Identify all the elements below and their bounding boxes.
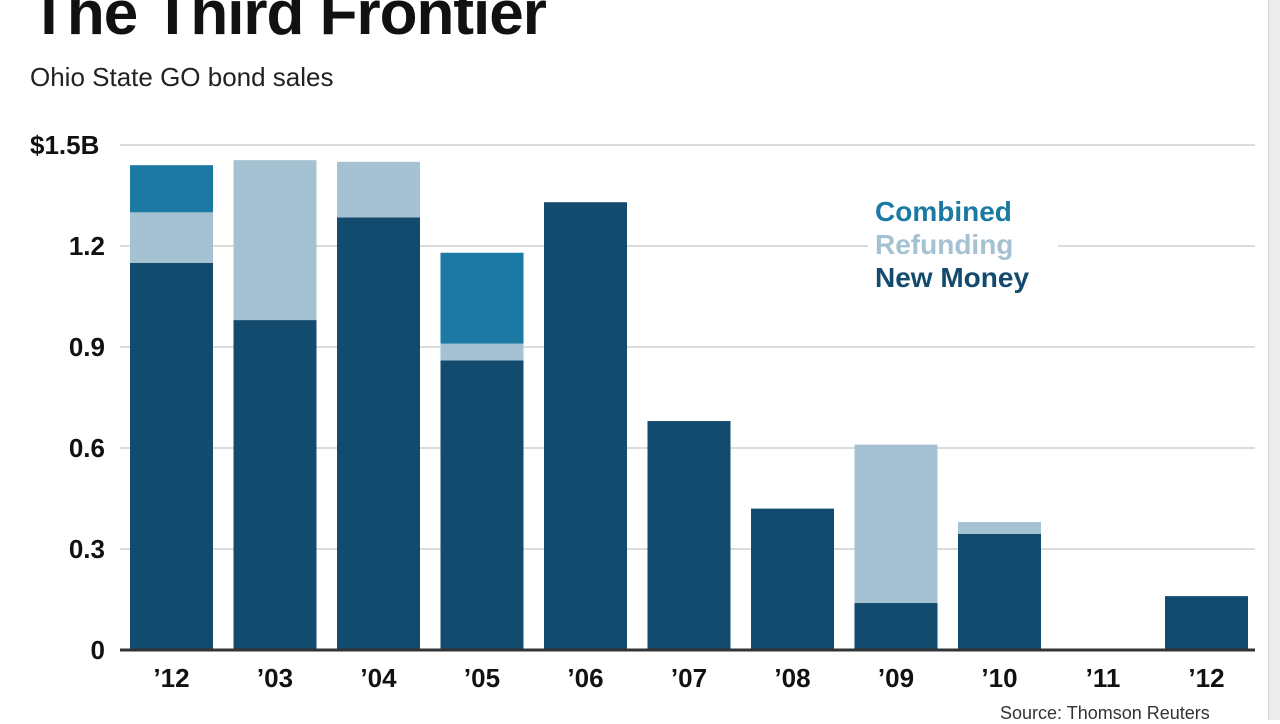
bar-new-money bbox=[854, 602, 938, 650]
y-tick-label: 0 bbox=[91, 635, 105, 665]
right-border bbox=[1268, 0, 1280, 720]
x-tick-label: ’05 bbox=[464, 663, 500, 693]
x-tick-label: ’07 bbox=[671, 663, 707, 693]
bar-new-money bbox=[233, 320, 317, 650]
bar-new-money bbox=[647, 421, 731, 650]
x-tick-label: ’12 bbox=[1188, 663, 1224, 693]
legend-entry-new-money: New Money bbox=[875, 262, 1029, 293]
y-tick-label: 0.6 bbox=[69, 433, 105, 463]
x-tick-label: ’11 bbox=[1086, 663, 1121, 693]
bar-new-money bbox=[337, 217, 420, 650]
y-tick-label: 0.3 bbox=[69, 534, 105, 564]
bar-combined bbox=[130, 165, 213, 213]
bar-new-money bbox=[751, 508, 834, 650]
source-note: Source: Thomson Reuters bbox=[1000, 703, 1210, 723]
bar-refunding bbox=[337, 161, 420, 218]
x-tick-label: ’03 bbox=[257, 663, 293, 693]
x-tick-label: ’09 bbox=[878, 663, 914, 693]
bar-refunding bbox=[854, 444, 938, 603]
legend-entry-refunding: Refunding bbox=[875, 229, 1013, 260]
x-tick-label: ’04 bbox=[360, 663, 397, 693]
bar-refunding bbox=[440, 343, 524, 361]
chart-subtitle: Ohio State GO bond sales bbox=[30, 62, 334, 92]
legend-background bbox=[868, 190, 1058, 300]
x-tick-label: ’08 bbox=[774, 663, 810, 693]
legend-entry-combined: Combined bbox=[875, 196, 1012, 227]
bar-new-money bbox=[1165, 596, 1248, 650]
bar-refunding bbox=[958, 522, 1041, 534]
x-tick-label: ’12 bbox=[153, 663, 189, 693]
y-tick-label: $1.5B bbox=[30, 130, 99, 160]
x-tick-label: ’10 bbox=[981, 663, 1017, 693]
bar-new-money bbox=[544, 202, 627, 650]
x-tick-label: ’06 bbox=[567, 663, 603, 693]
bar-new-money bbox=[958, 533, 1041, 650]
bar-refunding bbox=[233, 160, 317, 321]
y-tick-label: 1.2 bbox=[69, 231, 105, 261]
chart-title: The Third Frontier bbox=[30, 0, 547, 48]
bar-new-money bbox=[440, 360, 524, 650]
y-tick-label: 0.9 bbox=[69, 332, 105, 362]
bar-new-money bbox=[130, 262, 213, 650]
bar-combined bbox=[440, 252, 524, 344]
bar-refunding bbox=[130, 212, 213, 263]
